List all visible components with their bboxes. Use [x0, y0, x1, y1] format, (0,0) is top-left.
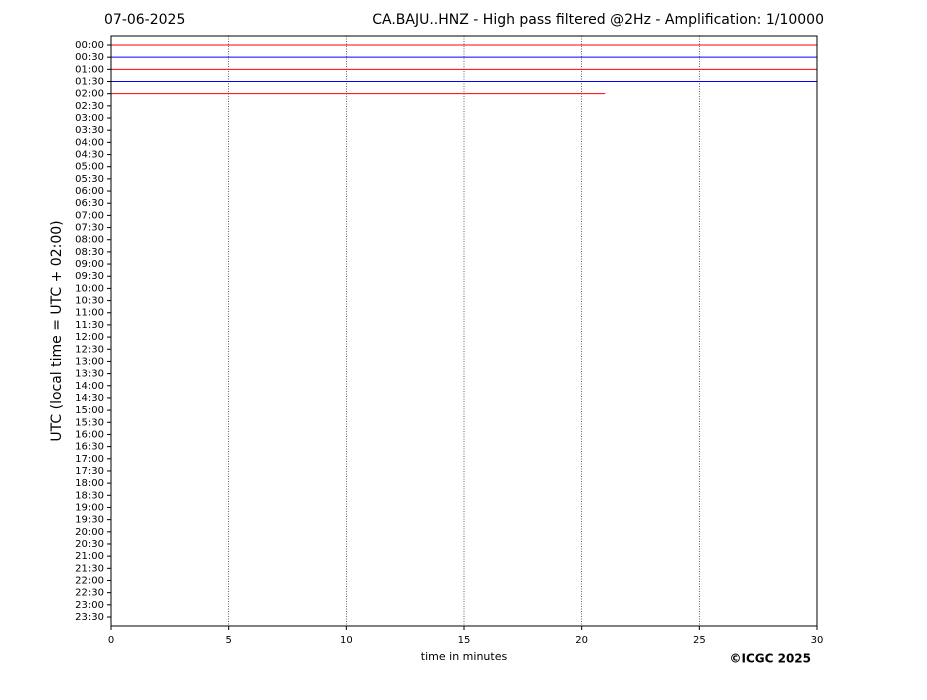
y-tick-label: 15:30 — [75, 417, 104, 428]
y-tick-label: 23:30 — [75, 612, 104, 623]
y-tick-label: 05:30 — [75, 174, 104, 185]
y-tick-label: 19:30 — [75, 515, 104, 526]
y-tick-label: 15:00 — [75, 405, 104, 416]
y-tick-label: 00:00 — [75, 40, 104, 51]
x-tick-label: 0 — [108, 635, 114, 646]
y-tick-label: 12:00 — [75, 332, 104, 343]
y-tick-label: 04:30 — [75, 150, 104, 161]
y-tick-label: 21:00 — [75, 551, 104, 562]
y-tick-label: 11:30 — [75, 320, 104, 331]
y-tick-label: 14:00 — [75, 381, 104, 392]
y-axis-label: UTC (local time = UTC + 02:00) — [49, 220, 65, 441]
date: 07-06-2025 — [104, 12, 185, 28]
y-tick-label: 12:30 — [75, 344, 104, 355]
x-tick-label: 15 — [458, 635, 471, 646]
y-tick-label: 08:30 — [75, 247, 104, 258]
y-tick-label: 13:00 — [75, 356, 104, 367]
y-tick-label: 07:00 — [75, 210, 104, 221]
y-tick-label: 22:00 — [75, 575, 104, 586]
credit: ©ICGC 2025 — [729, 652, 811, 666]
y-tick-label: 01:30 — [75, 77, 104, 88]
y-tick-label: 03:00 — [75, 113, 104, 124]
x-tick-label: 25 — [693, 635, 706, 646]
plot-frame — [110, 35, 818, 627]
x-axis-label: time in minutes — [421, 650, 508, 663]
y-tick-label: 05:00 — [75, 162, 104, 173]
y-tick-label: 09:30 — [75, 271, 104, 282]
x-tick-label: 20 — [575, 635, 588, 646]
y-tick-label: 06:30 — [75, 198, 104, 209]
y-tick-label: 01:00 — [75, 64, 104, 75]
y-tick-label: 02:30 — [75, 101, 104, 112]
y-tick-label: 17:00 — [75, 454, 104, 465]
chart-title: CA.BAJU..HNZ - High pass filtered @2Hz -… — [372, 12, 824, 28]
y-tick-label: 02:00 — [75, 89, 104, 100]
y-tick-label: 22:30 — [75, 588, 104, 599]
x-tick-label: 30 — [811, 635, 824, 646]
y-tick-label: 10:30 — [75, 296, 104, 307]
y-tick-label: 03:30 — [75, 125, 104, 136]
y-tick-label: 20:30 — [75, 539, 104, 550]
y-tick-label: 18:00 — [75, 478, 104, 489]
y-tick-label: 11:00 — [75, 308, 104, 319]
x-tick-label: 10 — [340, 635, 353, 646]
y-tick-label: 17:30 — [75, 466, 104, 477]
y-tick-label: 08:00 — [75, 235, 104, 246]
y-tick-label: 09:00 — [75, 259, 104, 270]
y-tick-label: 00:30 — [75, 52, 104, 63]
y-tick-label: 14:30 — [75, 393, 104, 404]
y-tick-label: 19:00 — [75, 502, 104, 513]
y-tick-label: 18:30 — [75, 490, 104, 501]
y-tick-label: 07:30 — [75, 223, 104, 234]
y-tick-label: 23:00 — [75, 600, 104, 611]
y-tick-label: 20:00 — [75, 527, 104, 538]
y-tick-label: 16:30 — [75, 442, 104, 453]
y-tick-label: 16:00 — [75, 429, 104, 440]
y-tick-label: 13:30 — [75, 369, 104, 380]
y-tick-label: 21:30 — [75, 563, 104, 574]
x-tick-label: 5 — [225, 635, 231, 646]
y-tick-label: 04:00 — [75, 137, 104, 148]
y-tick-label: 06:00 — [75, 186, 104, 197]
y-tick-label: 10:00 — [75, 283, 104, 294]
